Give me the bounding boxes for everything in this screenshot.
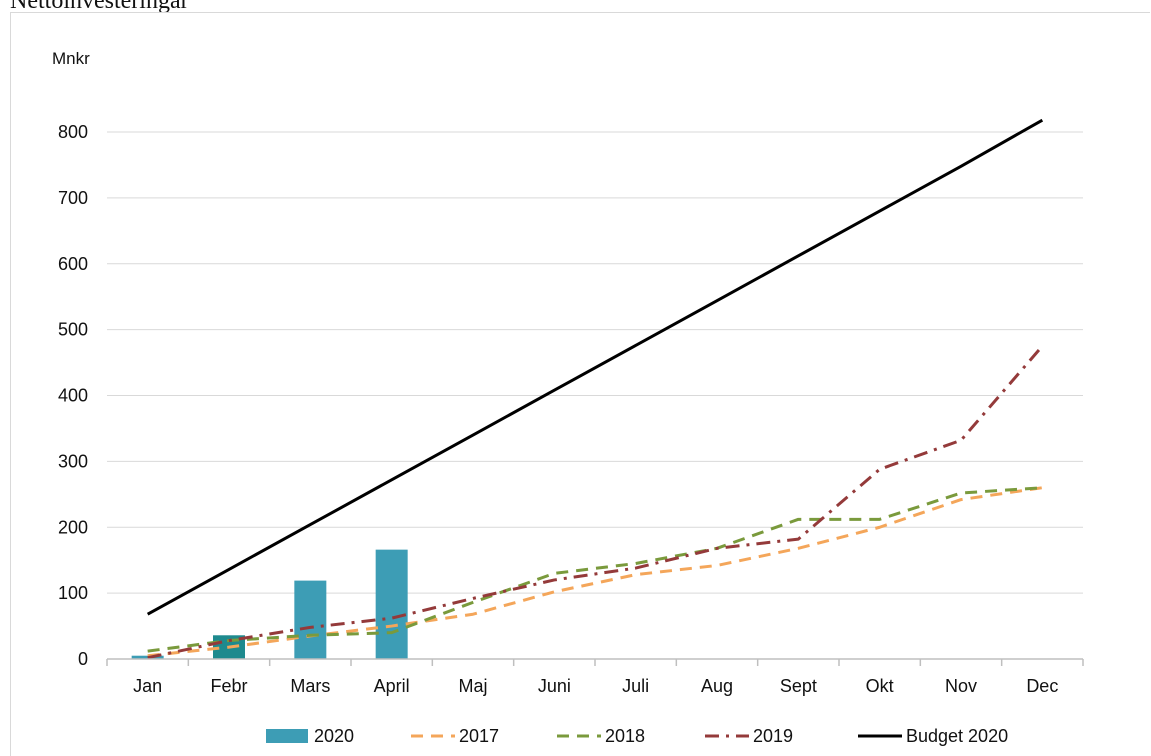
x-tick-label: Juni xyxy=(538,676,571,696)
series-line-2018 xyxy=(147,486,1043,653)
y-axis-ticks: 0 100 200 300 400 500 600 700 800 xyxy=(58,122,88,669)
y-tick-label: 0 xyxy=(78,649,88,669)
legend-swatch-2020 xyxy=(266,729,308,743)
y-tick-label: 300 xyxy=(58,451,88,471)
y-axis-unit-label: Mnkr xyxy=(52,49,90,68)
x-tick-label: Febr xyxy=(210,676,247,696)
y-tick-label: 800 xyxy=(58,122,88,142)
y-tick-label: 100 xyxy=(58,583,88,603)
series-line-budget-2020 xyxy=(146,118,1044,616)
legend-label-2020: 2020 xyxy=(314,726,354,746)
series-line-2019 xyxy=(147,345,1044,660)
series-line-2017 xyxy=(147,486,1043,658)
x-tick-label: Sept xyxy=(780,676,817,696)
legend-label-2017: 2017 xyxy=(459,726,499,746)
x-tick-label: Maj xyxy=(458,676,487,696)
y-tick-label: 200 xyxy=(58,517,88,537)
chart-frame xyxy=(10,12,1150,756)
page-heading: Nettoinvesteringar xyxy=(10,0,189,14)
x-tick-label: Juli xyxy=(622,676,649,696)
x-tick-label: April xyxy=(374,676,410,696)
x-tick-label: Dec xyxy=(1026,676,1058,696)
y-tick-label: 400 xyxy=(58,386,88,406)
x-tick-label: Aug xyxy=(701,676,733,696)
legend-label-2018: 2018 xyxy=(605,726,645,746)
y-tick-label: 600 xyxy=(58,254,88,274)
bar-2020-april xyxy=(375,549,408,659)
x-axis: Jan Febr Mars April Maj Juni Juli Aug Sept Okt Nov… xyxy=(106,658,1084,696)
gridlines xyxy=(107,131,1083,594)
y-tick-label: 500 xyxy=(58,320,88,340)
y-tick-label: 700 xyxy=(58,188,88,208)
x-tick-label: Jan xyxy=(133,676,162,696)
legend: 2020 2017 2018 2019 Budget 2020 xyxy=(266,726,1008,746)
series-lines xyxy=(146,118,1044,660)
x-tick-label: Nov xyxy=(945,676,977,696)
x-tick-label: Mars xyxy=(290,676,330,696)
legend-label-budget-2020: Budget 2020 xyxy=(906,726,1008,746)
x-tick-label: Okt xyxy=(866,676,894,696)
legend-label-2019: 2019 xyxy=(753,726,793,746)
bar-2020-mars xyxy=(294,580,327,659)
